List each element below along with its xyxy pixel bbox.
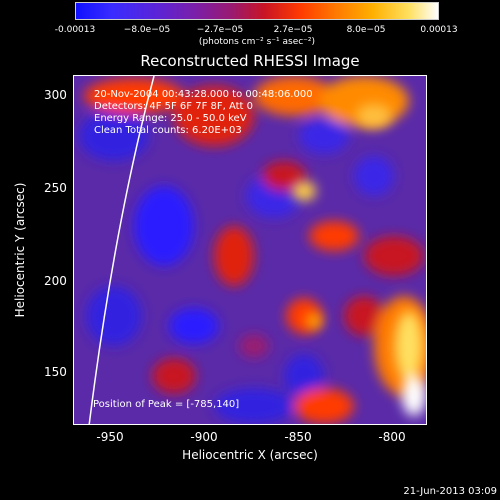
y-axis-label: Heliocentric Y (arcsec) <box>13 182 27 318</box>
solar-limb-line <box>88 76 155 424</box>
heatmap-image <box>74 76 426 424</box>
peak-position: Position of Peak = [-785,140] <box>93 399 240 410</box>
colorbar-units: (photons cm⁻² s⁻¹ asec⁻²) <box>198 37 316 47</box>
x-axis-label: Heliocentric X (arcsec) <box>182 448 318 462</box>
colorbar <box>75 2 439 20</box>
x-tick: -850 <box>284 430 312 444</box>
x-tick: -950 <box>96 430 124 444</box>
colorbar-tick: -0.00013 <box>54 25 96 35</box>
plot-title: Reconstructed RHESSI Image <box>140 52 360 70</box>
colorbar-tick: 2.7e−05 <box>273 25 313 35</box>
colorbar-tick: −2.7e−05 <box>196 25 244 35</box>
y-tick: 300 <box>44 88 67 102</box>
info-detectors: Detectors: 4F 5F 6F 7F 8F, Att 0 <box>94 101 254 112</box>
colorbar-tick: 8.0e−05 <box>346 25 386 35</box>
info-time: 20-Nov-2004 00:43:28.000 to 00:48:06.000 <box>94 89 313 100</box>
info-clean: Clean Total counts: 6.20E+03 <box>94 125 242 136</box>
x-tick: -800 <box>378 430 406 444</box>
colorbar-tick: −8.0e−05 <box>123 25 171 35</box>
y-tick: 150 <box>44 365 67 379</box>
y-tick: 200 <box>44 274 67 288</box>
image-plot: 20-Nov-2004 00:43:28.000 to 00:48:06.000… <box>73 75 427 425</box>
colorbar-tick: 0.00013 <box>420 25 458 35</box>
info-energy: Energy Range: 25.0 - 50.0 keV <box>94 113 247 124</box>
footer-date: 21-Jun-2013 03:09 <box>403 486 497 497</box>
x-tick: -900 <box>190 430 218 444</box>
y-tick: 250 <box>44 181 67 195</box>
